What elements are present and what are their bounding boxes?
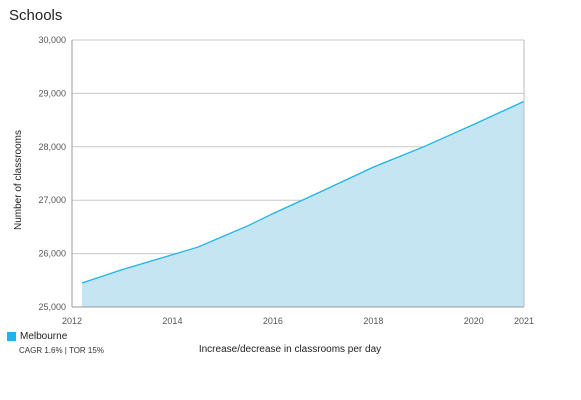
x-tick-label: 2012	[62, 316, 82, 326]
area-series	[81, 100, 525, 308]
x-tick-label: 2014	[162, 316, 182, 326]
y-tick-labels: 25,000 26,000 27,000 28,000 29,000 30,000	[38, 35, 66, 312]
x-tick-label: 2020	[464, 316, 484, 326]
y-tick-label: 25,000	[38, 302, 66, 312]
x-tick-label: 2016	[263, 316, 283, 326]
y-tick-label: 29,000	[38, 88, 66, 98]
y-tick-label: 30,000	[38, 35, 66, 45]
y-tick-label: 28,000	[38, 142, 66, 152]
x-tick-label: 2021	[514, 316, 534, 326]
legend-label-melbourne: Melbourne	[20, 331, 68, 342]
x-tick-label: 2018	[363, 316, 383, 326]
series-line-melbourne[interactable]	[81, 100, 525, 284]
y-tick-label: 26,000	[38, 249, 66, 259]
area-fill-melbourne	[82, 101, 524, 308]
axes	[71, 40, 525, 308]
y-axis-label: Number of classrooms	[13, 130, 24, 230]
legend-subtext: CAGR 1.6% | TOR 15%	[19, 346, 104, 355]
x-tick-labels: 2012 2014 2016 2018 2020 2021	[62, 316, 534, 326]
legend[interactable]: Melbourne	[7, 331, 67, 342]
x-axis-label: Increase/decrease in classrooms per day	[199, 344, 381, 355]
legend-swatch-melbourne	[7, 332, 16, 341]
chart-title: Schools	[9, 7, 63, 24]
y-tick-label: 27,000	[38, 195, 66, 205]
